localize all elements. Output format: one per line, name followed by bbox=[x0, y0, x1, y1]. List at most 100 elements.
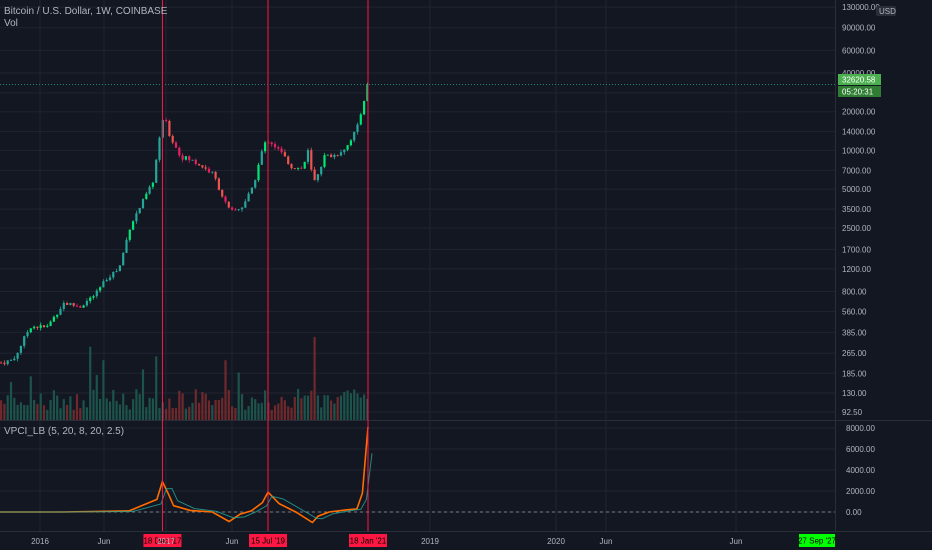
candle-body bbox=[330, 154, 333, 158]
candle-body bbox=[207, 168, 211, 173]
volume-bar bbox=[141, 369, 145, 420]
volume-bar bbox=[366, 398, 369, 420]
time-tick-label: Jun bbox=[226, 537, 239, 546]
last-price-badge bbox=[838, 74, 881, 85]
candle-body bbox=[39, 325, 42, 328]
candle-body bbox=[6, 360, 9, 365]
currency-badge[interactable] bbox=[876, 6, 896, 16]
event-label-bg bbox=[249, 534, 287, 547]
candle-body bbox=[221, 189, 224, 197]
volume-bar bbox=[85, 407, 88, 420]
price-tick-label: 1700.00 bbox=[842, 245, 871, 254]
candle-body bbox=[237, 209, 240, 211]
volume-bar bbox=[188, 406, 191, 420]
volume-label[interactable]: Vol bbox=[4, 18, 18, 29]
candle-body bbox=[313, 169, 316, 181]
volume-bar bbox=[214, 400, 217, 420]
candle-body bbox=[244, 201, 247, 208]
volume-bar bbox=[59, 408, 62, 420]
volume-bar bbox=[277, 403, 280, 420]
candle-body bbox=[141, 199, 145, 209]
volume-bar bbox=[125, 405, 128, 420]
symbol-title[interactable]: Bitcoin / U.S. Dollar, 1W, COINBASE bbox=[4, 6, 168, 17]
event-label: 18 Jan '21 bbox=[350, 537, 387, 546]
candle-body bbox=[16, 352, 19, 359]
volume-bar bbox=[105, 398, 108, 420]
volume-bar bbox=[336, 396, 339, 420]
candle-body bbox=[188, 156, 191, 161]
candle-body bbox=[82, 305, 85, 308]
candle-body bbox=[115, 271, 118, 272]
volume-bar bbox=[79, 408, 82, 420]
volume-bar bbox=[339, 395, 343, 420]
price-tick-label: 2500.00 bbox=[842, 224, 871, 233]
price-tick-label: 60000.00 bbox=[842, 46, 876, 55]
candle-body bbox=[366, 84, 369, 101]
future-marker-bg bbox=[799, 534, 835, 547]
candle-body bbox=[363, 100, 366, 115]
candle-body bbox=[353, 131, 356, 141]
candle-body bbox=[69, 303, 72, 305]
price-tick-label: 5000.00 bbox=[842, 185, 871, 194]
volume-bar bbox=[201, 392, 204, 420]
candle-body bbox=[343, 149, 346, 153]
volume-bar bbox=[227, 390, 230, 420]
candle-body bbox=[145, 193, 148, 200]
volume-bar bbox=[244, 409, 247, 420]
volume-bar bbox=[69, 396, 72, 420]
volume-bar bbox=[323, 395, 326, 420]
indicator-label[interactable]: VPCI_LB (5, 20, 8, 20, 2.5) bbox=[4, 426, 124, 437]
candlesticks bbox=[0, 82, 835, 366]
currency-label: USD bbox=[879, 7, 896, 16]
vpci-pane bbox=[0, 426, 835, 524]
time-axis[interactable]: 2016 Jun 2017 Jun 2019 2020 Jun Jun bbox=[31, 537, 742, 546]
candle-body bbox=[333, 154, 336, 158]
volume-bar bbox=[316, 395, 319, 420]
price-tick-label: 92.50 bbox=[842, 408, 863, 417]
candle-body bbox=[320, 166, 323, 175]
volume-bar bbox=[49, 399, 52, 420]
price-tick-label: 3500.00 bbox=[842, 205, 871, 214]
price-tick-label: 130.00 bbox=[842, 389, 867, 398]
candle-body bbox=[151, 182, 154, 187]
candle-body bbox=[112, 271, 115, 278]
candle-body bbox=[85, 300, 88, 306]
price-tick-label: 265.00 bbox=[842, 349, 867, 358]
volume-bar bbox=[115, 400, 118, 420]
volume-bar bbox=[184, 408, 187, 420]
volume-bar bbox=[310, 390, 313, 420]
candle-body bbox=[36, 326, 39, 328]
candle-body bbox=[349, 140, 352, 146]
candle-body bbox=[56, 314, 59, 317]
volume-bar bbox=[145, 407, 148, 420]
volume-bar bbox=[82, 400, 85, 420]
candle-body bbox=[168, 120, 171, 137]
volume-bar bbox=[39, 393, 42, 420]
volume-bar bbox=[158, 408, 161, 420]
volume-bar bbox=[349, 393, 352, 420]
volume-bar bbox=[346, 390, 349, 420]
candle-body bbox=[174, 142, 178, 148]
volume-bar bbox=[280, 396, 283, 420]
volume-bar bbox=[112, 390, 115, 420]
candle-body bbox=[260, 151, 263, 165]
volume-bar bbox=[178, 390, 181, 420]
candle-body bbox=[339, 152, 343, 156]
volume-bar bbox=[0, 400, 3, 420]
candle-body bbox=[310, 150, 313, 170]
volume-bar bbox=[151, 398, 154, 420]
candle-body bbox=[9, 360, 13, 361]
volume-bar bbox=[66, 404, 69, 420]
volume-bar bbox=[52, 390, 55, 420]
candle-body bbox=[42, 325, 46, 327]
volume-bar bbox=[343, 391, 346, 420]
candle-body bbox=[191, 159, 194, 161]
price-tick-label: 14000.00 bbox=[842, 128, 876, 137]
volume-bar bbox=[62, 399, 65, 420]
volume-bar bbox=[363, 394, 366, 420]
bar-countdown: 05:20:31 bbox=[842, 88, 874, 97]
volume-bar bbox=[224, 360, 227, 420]
candle-body bbox=[227, 201, 230, 208]
volume-bar bbox=[353, 389, 356, 420]
